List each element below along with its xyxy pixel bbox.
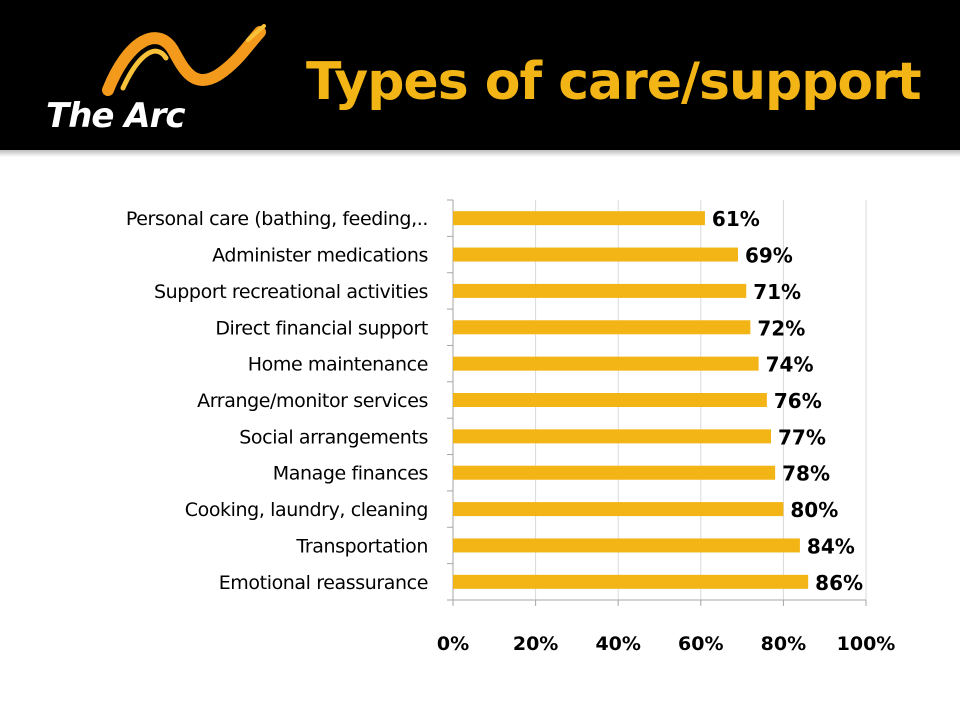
x-tick-label: 80% bbox=[761, 633, 806, 655]
bar bbox=[453, 393, 767, 407]
bar bbox=[453, 502, 784, 517]
data-label: 76% bbox=[774, 389, 822, 413]
category-label: Administer medications bbox=[212, 245, 428, 267]
data-label: 84% bbox=[807, 534, 855, 558]
bar bbox=[453, 574, 809, 589]
header-bar: The Arc Types of care/support bbox=[0, 0, 960, 150]
data-label: 74% bbox=[766, 353, 814, 377]
category-label: Support recreational activities bbox=[154, 281, 428, 303]
x-tick-label: 60% bbox=[678, 633, 723, 655]
category-label: Cooking, laundry, cleaning bbox=[185, 499, 428, 521]
bar bbox=[453, 465, 776, 480]
category-label: Social arrangements bbox=[239, 426, 428, 448]
category-label: Manage finances bbox=[273, 463, 428, 485]
data-label: 69% bbox=[745, 244, 793, 268]
data-label: 86% bbox=[815, 571, 863, 595]
data-label: 61% bbox=[712, 207, 760, 231]
x-tick-label: 0% bbox=[437, 633, 469, 655]
bar bbox=[453, 320, 751, 335]
data-label: 77% bbox=[778, 425, 826, 449]
slide-title: Types of care/support bbox=[306, 52, 922, 112]
data-label: 71% bbox=[753, 280, 801, 304]
x-tick-label: 40% bbox=[595, 633, 640, 655]
the-arc-logo-text: The Arc bbox=[46, 96, 186, 136]
category-label: Emotional reassurance bbox=[219, 572, 428, 594]
category-label: Personal care (bathing, feeding,.. bbox=[126, 208, 428, 230]
header-divider bbox=[0, 150, 960, 157]
x-tick-label: 100% bbox=[837, 633, 896, 655]
x-tick-label: 20% bbox=[513, 633, 558, 655]
bar bbox=[453, 211, 705, 226]
bar bbox=[453, 247, 738, 262]
data-label: 72% bbox=[757, 316, 805, 340]
category-label: Home maintenance bbox=[248, 354, 428, 376]
the-arc-logo-swoosh-icon bbox=[102, 24, 266, 96]
category-label: Arrange/monitor services bbox=[197, 390, 428, 412]
bar bbox=[453, 538, 800, 553]
category-label: Direct financial support bbox=[215, 317, 428, 339]
data-label: 80% bbox=[790, 498, 838, 522]
bar bbox=[453, 429, 772, 444]
bar bbox=[453, 356, 759, 371]
bar bbox=[453, 283, 747, 298]
data-label: 78% bbox=[782, 462, 830, 486]
category-label: Transportation bbox=[295, 535, 428, 557]
